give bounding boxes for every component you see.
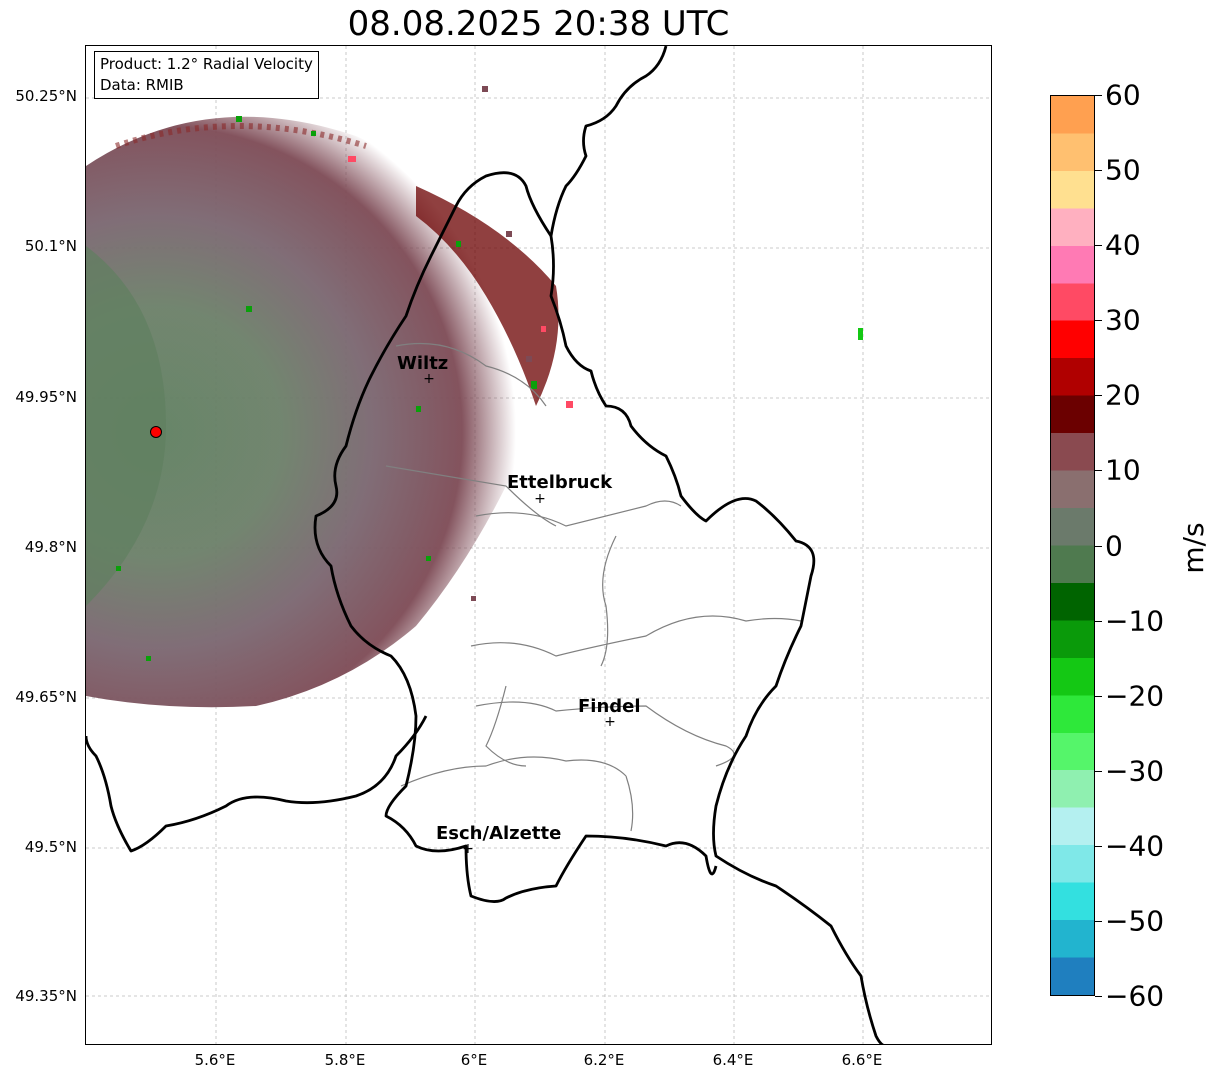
lat-tick-label: 50.25°N (15, 87, 77, 105)
lon-tick-label: 6.4°E (712, 1051, 754, 1069)
colorbar-tick (1095, 170, 1102, 171)
city-label-findel: Findel (578, 696, 641, 717)
product-label: Product: 1.2° Radial Velocity (100, 55, 313, 73)
svg-text:+: + (534, 491, 546, 507)
lat-tick-label: 50.1°N (24, 237, 77, 255)
city-label-ettelbruck: Ettelbruck (507, 472, 613, 493)
data-source-label: Data: RMIB (100, 76, 184, 94)
colorbar-tick (1095, 320, 1102, 321)
map-canvas: Wiltz + Ettelbruck + Findel + Esch/Alzet… (86, 46, 991, 1044)
canton-borders (385, 342, 802, 832)
colorbar-tick (1095, 621, 1102, 622)
city-markers: Wiltz + Ettelbruck + Findel + Esch/Alzet… (397, 353, 641, 857)
city-ettelbruck: Ettelbruck + (507, 472, 613, 507)
colorbar-tick-label: 40 (1105, 228, 1141, 262)
lon-tick-label: 5.6°E (194, 1051, 236, 1069)
colorbar-tick (1095, 696, 1102, 697)
velocity-colorbar (1050, 95, 1095, 996)
svg-text:+: + (462, 841, 474, 857)
colorbar-tick (1095, 996, 1102, 997)
colorbar-tick-label: 20 (1105, 378, 1141, 412)
product-info-box: Product: 1.2° Radial Velocity Data: RMIB (94, 51, 319, 99)
city-wiltz: Wiltz + (397, 353, 448, 387)
svg-text:+: + (423, 371, 435, 387)
lon-tick-label: 6.6°E (841, 1051, 883, 1069)
colorbar-tick-label: 30 (1105, 303, 1141, 337)
lon-tick-label: 6°E (460, 1051, 488, 1069)
lat-tick-label: 49.8°N (24, 538, 77, 556)
colorbar-tick-label: −60 (1105, 979, 1165, 1013)
lat-tick-label: 49.65°N (15, 688, 77, 706)
country-borders (86, 46, 884, 1044)
radar-site-marker (150, 426, 162, 438)
colorbar-tick (1095, 95, 1102, 96)
map-title: 08.08.2025 20:38 UTC (347, 4, 730, 44)
lat-tick-label: 49.95°N (15, 388, 77, 406)
city-label-wiltz: Wiltz (397, 353, 448, 374)
colorbar-tick (1095, 546, 1102, 547)
colorbar-tick-label: −50 (1105, 904, 1165, 938)
colorbar-tick (1095, 470, 1102, 471)
colorbar-tick-label: 10 (1105, 453, 1141, 487)
city-label-esch-alzette: Esch/Alzette (436, 823, 561, 844)
colorbar-tick (1095, 921, 1102, 922)
colorbar-tick (1095, 771, 1102, 772)
lon-tick-label: 5.8°E (324, 1051, 366, 1069)
colorbar-unit-label: m/s (1177, 522, 1207, 574)
colorbar-tick-label: −40 (1105, 829, 1165, 863)
city-findel: Findel + (578, 696, 641, 730)
svg-text:+: + (604, 714, 616, 730)
lon-tick-label: 6.2°E (583, 1051, 625, 1069)
radar-map[interactable]: Wiltz + Ettelbruck + Findel + Esch/Alzet… (85, 45, 992, 1045)
lat-tick-label: 49.5°N (24, 838, 77, 856)
colorbar-tick (1095, 846, 1102, 847)
colorbar-tick-label: 50 (1105, 153, 1141, 187)
colorbar-tick (1095, 395, 1102, 396)
city-esch-alzette: Esch/Alzette + (436, 823, 561, 857)
colorbar-tick-label: 60 (1105, 78, 1141, 112)
radar-echoes (86, 86, 863, 708)
colorbar-tick (1095, 245, 1102, 246)
colorbar-tick-label: −30 (1105, 754, 1165, 788)
colorbar-tick-label: −20 (1105, 679, 1165, 713)
lat-tick-label: 49.35°N (15, 987, 77, 1005)
colorbar-tick-label: 0 (1105, 529, 1123, 563)
colorbar-tick-label: −10 (1105, 604, 1165, 638)
